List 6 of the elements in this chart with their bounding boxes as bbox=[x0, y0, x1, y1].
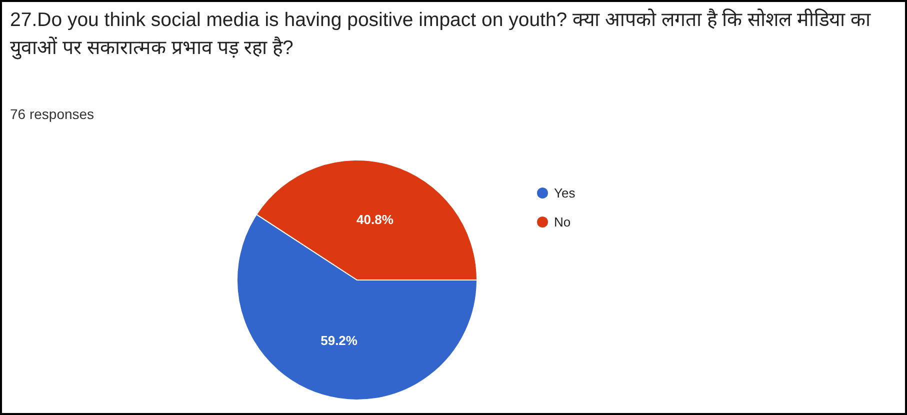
text: 76 responses bbox=[10, 106, 94, 122]
data-label: 59.2% bbox=[320, 332, 358, 348]
legend-label: No bbox=[554, 214, 571, 230]
legend-label: Yes bbox=[554, 186, 576, 200]
chart-title: 27.Do you think social media is having positive impact on youth? क्या आपको लगता है कि सोशल मीडिया का युवाओं पर सकारात्मक प्रभाव पड़ रहा है? bbox=[10, 8, 872, 62]
data-label: 40.8% bbox=[356, 212, 394, 228]
